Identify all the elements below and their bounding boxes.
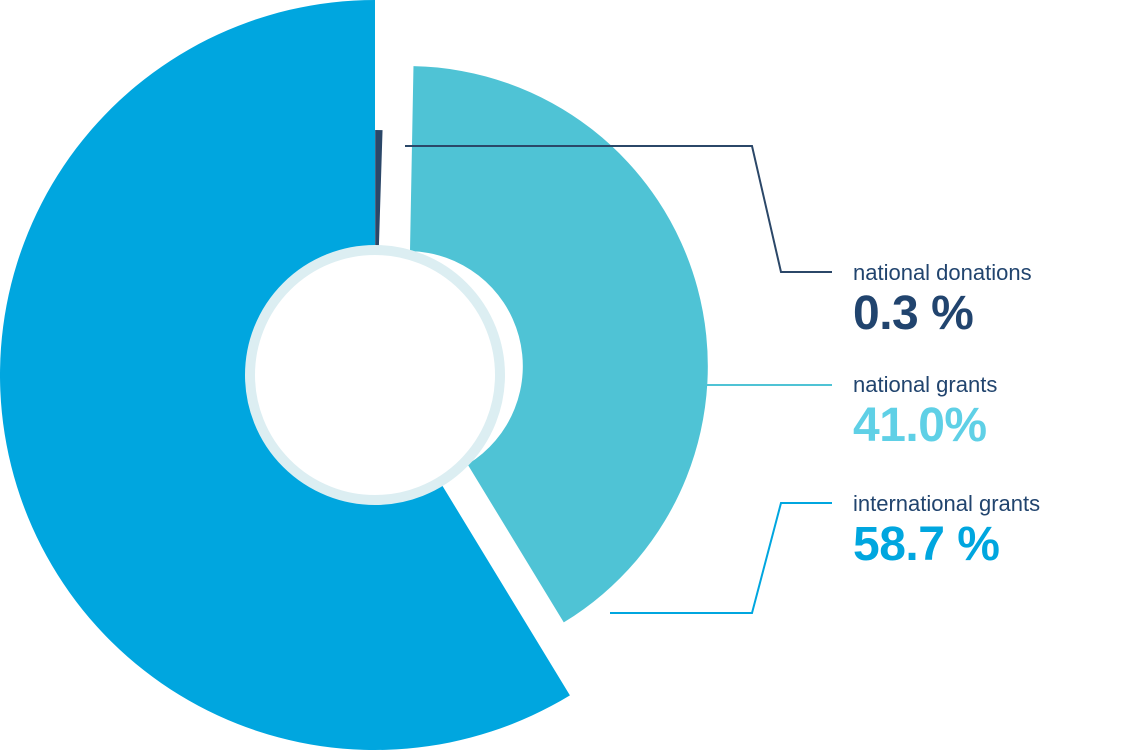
slice-value: 0.3 %: [853, 287, 974, 340]
label-national-grants: national grants 41.0%: [853, 374, 997, 450]
slice-value: 58.7 %: [853, 518, 1000, 571]
slice-international-grants: [0, 0, 570, 750]
leader-lines-layer: [405, 145, 832, 614]
slice-label: international grants: [853, 491, 1041, 516]
slice-national-donations: [375, 130, 383, 251]
slice-national-grants: [409, 66, 708, 623]
leader-line-international-grants: [610, 502, 832, 614]
slice-label: national grants: [853, 372, 998, 397]
label-national-donations: national donations 0.3 %: [853, 262, 1032, 338]
center-hole-ring: [245, 245, 505, 505]
slice-value: 41.0%: [853, 399, 987, 452]
slice-label: national donations: [853, 260, 1032, 285]
label-international-grants: international grants 58.7 %: [853, 493, 1040, 569]
slices-layer: [0, 0, 708, 750]
leader-line-national-donations: [405, 145, 832, 273]
